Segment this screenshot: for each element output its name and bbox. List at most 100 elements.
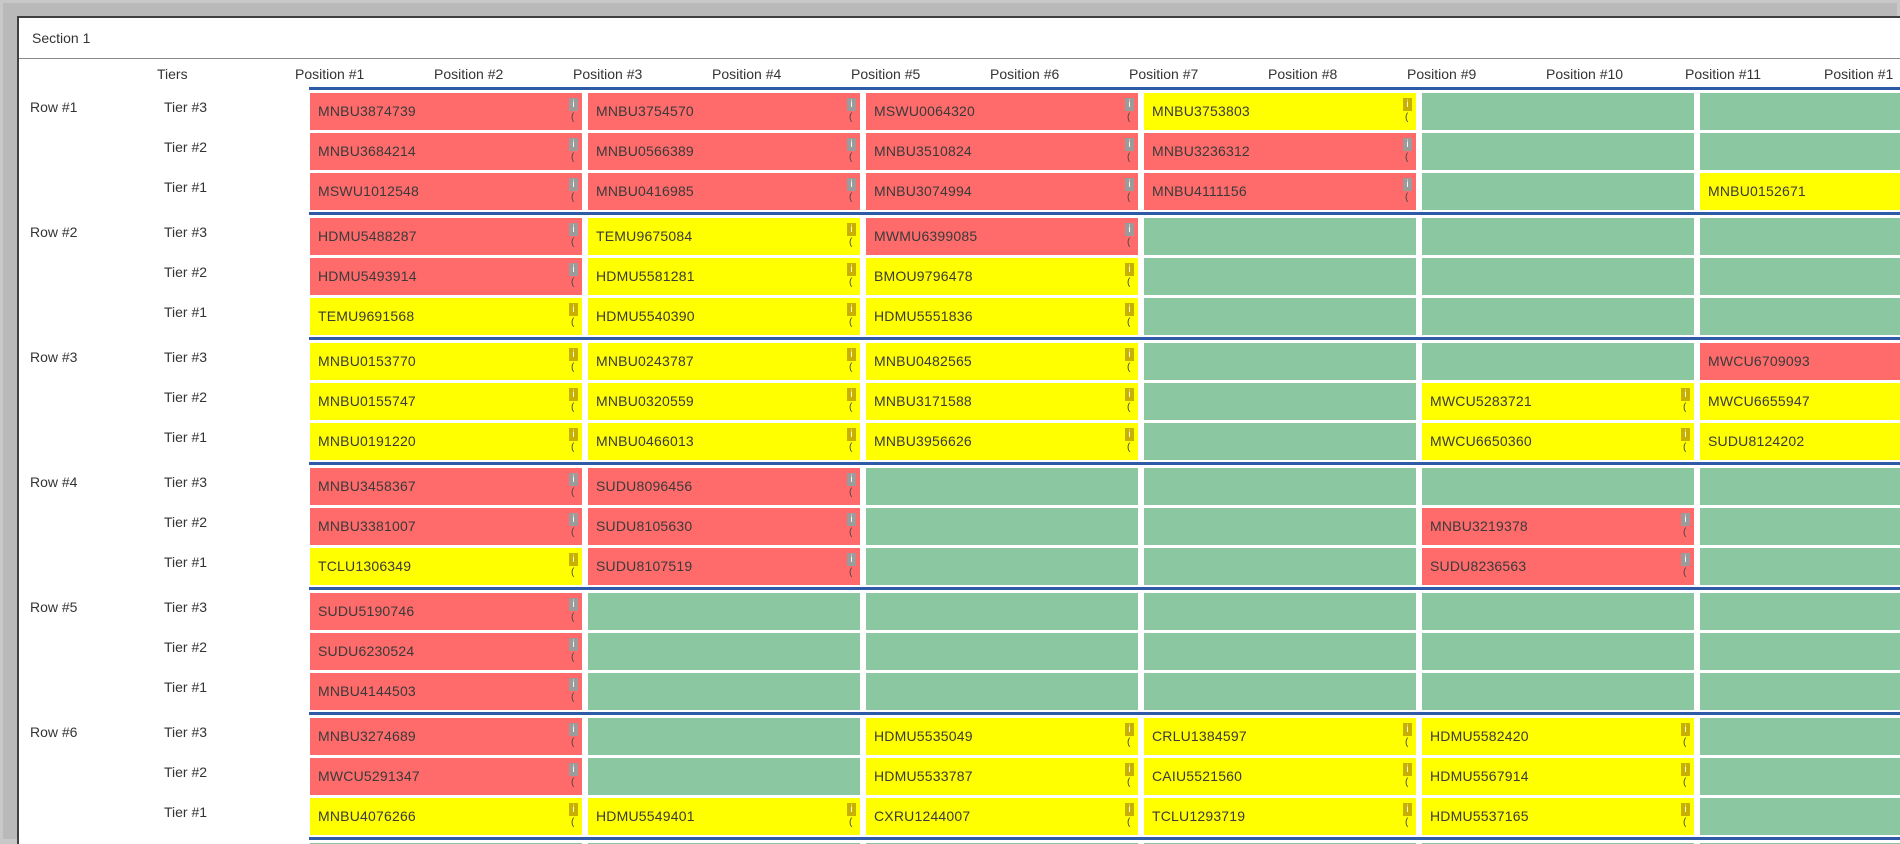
container-slot[interactable]: TCLU1293719 i( [1144, 798, 1416, 835]
info-icon[interactable]: i( [847, 303, 856, 330]
empty-slot[interactable] [588, 758, 860, 795]
empty-slot[interactable] [1422, 343, 1694, 380]
container-slot[interactable]: MNBU0416985 i( [588, 173, 860, 210]
container-slot[interactable]: MSWU1012548 i( [310, 173, 582, 210]
container-slot[interactable]: MNBU3236312 i( [1144, 133, 1416, 170]
info-icon[interactable]: i( [569, 678, 578, 705]
container-slot[interactable]: HDMU5549401 i( [588, 798, 860, 835]
container-slot[interactable]: MNBU4111156 i( [1144, 173, 1416, 210]
empty-slot[interactable] [1700, 133, 1900, 170]
empty-slot[interactable] [1700, 633, 1900, 670]
info-icon[interactable]: i( [847, 223, 856, 250]
container-slot[interactable]: MNBU3754570 i( [588, 93, 860, 130]
info-icon[interactable]: i( [569, 223, 578, 250]
empty-slot[interactable] [1700, 468, 1900, 505]
empty-slot[interactable] [1144, 548, 1416, 585]
container-slot[interactable]: MWCU5283721 i( [1422, 383, 1694, 420]
container-slot[interactable]: MNBU3874739 i( [310, 93, 582, 130]
container-slot[interactable]: MNBU0466013 i( [588, 423, 860, 460]
container-slot[interactable]: SUDU8105630 i( [588, 508, 860, 545]
empty-slot[interactable] [1422, 133, 1694, 170]
container-slot[interactable]: MNBU0191220 i( [310, 423, 582, 460]
container-slot[interactable]: HDMU5551836 i( [866, 298, 1138, 335]
info-icon[interactable]: i( [1125, 178, 1134, 205]
info-icon[interactable]: i( [1125, 348, 1134, 375]
container-slot[interactable]: SUDU8096456 i( [588, 468, 860, 505]
info-icon[interactable]: i( [1125, 763, 1134, 790]
empty-slot[interactable] [588, 718, 860, 755]
section-header[interactable]: Section 1 [19, 18, 1900, 59]
info-icon[interactable]: i( [569, 513, 578, 540]
info-icon[interactable]: i( [1681, 723, 1690, 750]
info-icon[interactable]: i( [1681, 803, 1690, 830]
empty-slot[interactable] [1144, 633, 1416, 670]
info-icon[interactable]: i( [1681, 513, 1690, 540]
empty-slot[interactable] [1422, 218, 1694, 255]
info-icon[interactable]: i( [1125, 723, 1134, 750]
info-icon[interactable]: i( [1681, 388, 1690, 415]
empty-slot[interactable] [1144, 258, 1416, 295]
container-slot[interactable]: HDMU5537165 i( [1422, 798, 1694, 835]
info-icon[interactable]: i( [847, 178, 856, 205]
container-slot[interactable]: HDMU5582420 i( [1422, 718, 1694, 755]
info-icon[interactable]: i( [1403, 98, 1412, 125]
info-icon[interactable]: i( [1125, 428, 1134, 455]
info-icon[interactable]: i( [847, 553, 856, 580]
container-slot[interactable]: MNBU0482565 i( [866, 343, 1138, 380]
container-slot[interactable]: MNBU0153770 i( [310, 343, 582, 380]
container-slot[interactable]: SUDU6230524 i( [310, 633, 582, 670]
info-icon[interactable]: i( [569, 803, 578, 830]
container-slot[interactable]: MWCU6709093i( [1700, 343, 1900, 380]
container-slot[interactable]: CRLU1384597 i( [1144, 718, 1416, 755]
empty-slot[interactable] [1422, 298, 1694, 335]
container-slot[interactable]: MNBU3510824 i( [866, 133, 1138, 170]
container-slot[interactable]: TCLU1306349 i( [310, 548, 582, 585]
info-icon[interactable]: i( [847, 388, 856, 415]
info-icon[interactable]: i( [847, 513, 856, 540]
empty-slot[interactable] [866, 633, 1138, 670]
info-icon[interactable]: i( [1403, 178, 1412, 205]
empty-slot[interactable] [1700, 548, 1900, 585]
empty-slot[interactable] [1144, 218, 1416, 255]
container-slot[interactable]: MNBU3458367 i( [310, 468, 582, 505]
empty-slot[interactable] [1144, 468, 1416, 505]
empty-slot[interactable] [1700, 93, 1900, 130]
container-slot[interactable]: MWCU6650360 i( [1422, 423, 1694, 460]
info-icon[interactable]: i( [569, 428, 578, 455]
container-slot[interactable]: MNBU3274689 i( [310, 718, 582, 755]
container-slot[interactable]: MNBU0566389 i( [588, 133, 860, 170]
container-slot[interactable]: MNBU0320559 i( [588, 383, 860, 420]
container-slot[interactable]: MNBU3684214 i( [310, 133, 582, 170]
container-slot[interactable]: HDMU5567914 i( [1422, 758, 1694, 795]
container-slot[interactable]: MNBU0152671i( [1700, 173, 1900, 210]
info-icon[interactable]: i( [569, 178, 578, 205]
container-slot[interactable]: MNBU3753803 i( [1144, 93, 1416, 130]
info-icon[interactable]: i( [569, 263, 578, 290]
container-slot[interactable]: HDMU5540390 i( [588, 298, 860, 335]
empty-slot[interactable] [866, 508, 1138, 545]
container-slot[interactable]: MWCU5291347 i( [310, 758, 582, 795]
info-icon[interactable]: i( [1125, 223, 1134, 250]
empty-slot[interactable] [1700, 798, 1900, 835]
empty-slot[interactable] [1422, 258, 1694, 295]
info-icon[interactable]: i( [847, 473, 856, 500]
container-slot[interactable]: HDMU5535049 i( [866, 718, 1138, 755]
container-slot[interactable]: MNBU0155747 i( [310, 383, 582, 420]
info-icon[interactable]: i( [1403, 723, 1412, 750]
info-icon[interactable]: i( [1403, 138, 1412, 165]
container-slot[interactable]: MNBU3956626 i( [866, 423, 1138, 460]
empty-slot[interactable] [1700, 218, 1900, 255]
container-slot[interactable]: HDMU5488287 i( [310, 218, 582, 255]
container-slot[interactable]: CAIU5521560 i( [1144, 758, 1416, 795]
empty-slot[interactable] [1144, 508, 1416, 545]
info-icon[interactable]: i( [569, 723, 578, 750]
container-slot[interactable]: MWCU6655947i( [1700, 383, 1900, 420]
container-slot[interactable]: MNBU3171588 i( [866, 383, 1138, 420]
container-slot[interactable]: MNBU0243787 i( [588, 343, 860, 380]
empty-slot[interactable] [1422, 93, 1694, 130]
empty-slot[interactable] [1144, 673, 1416, 710]
info-icon[interactable]: i( [847, 803, 856, 830]
info-icon[interactable]: i( [569, 638, 578, 665]
container-slot[interactable]: SUDU8124202i( [1700, 423, 1900, 460]
empty-slot[interactable] [1144, 383, 1416, 420]
